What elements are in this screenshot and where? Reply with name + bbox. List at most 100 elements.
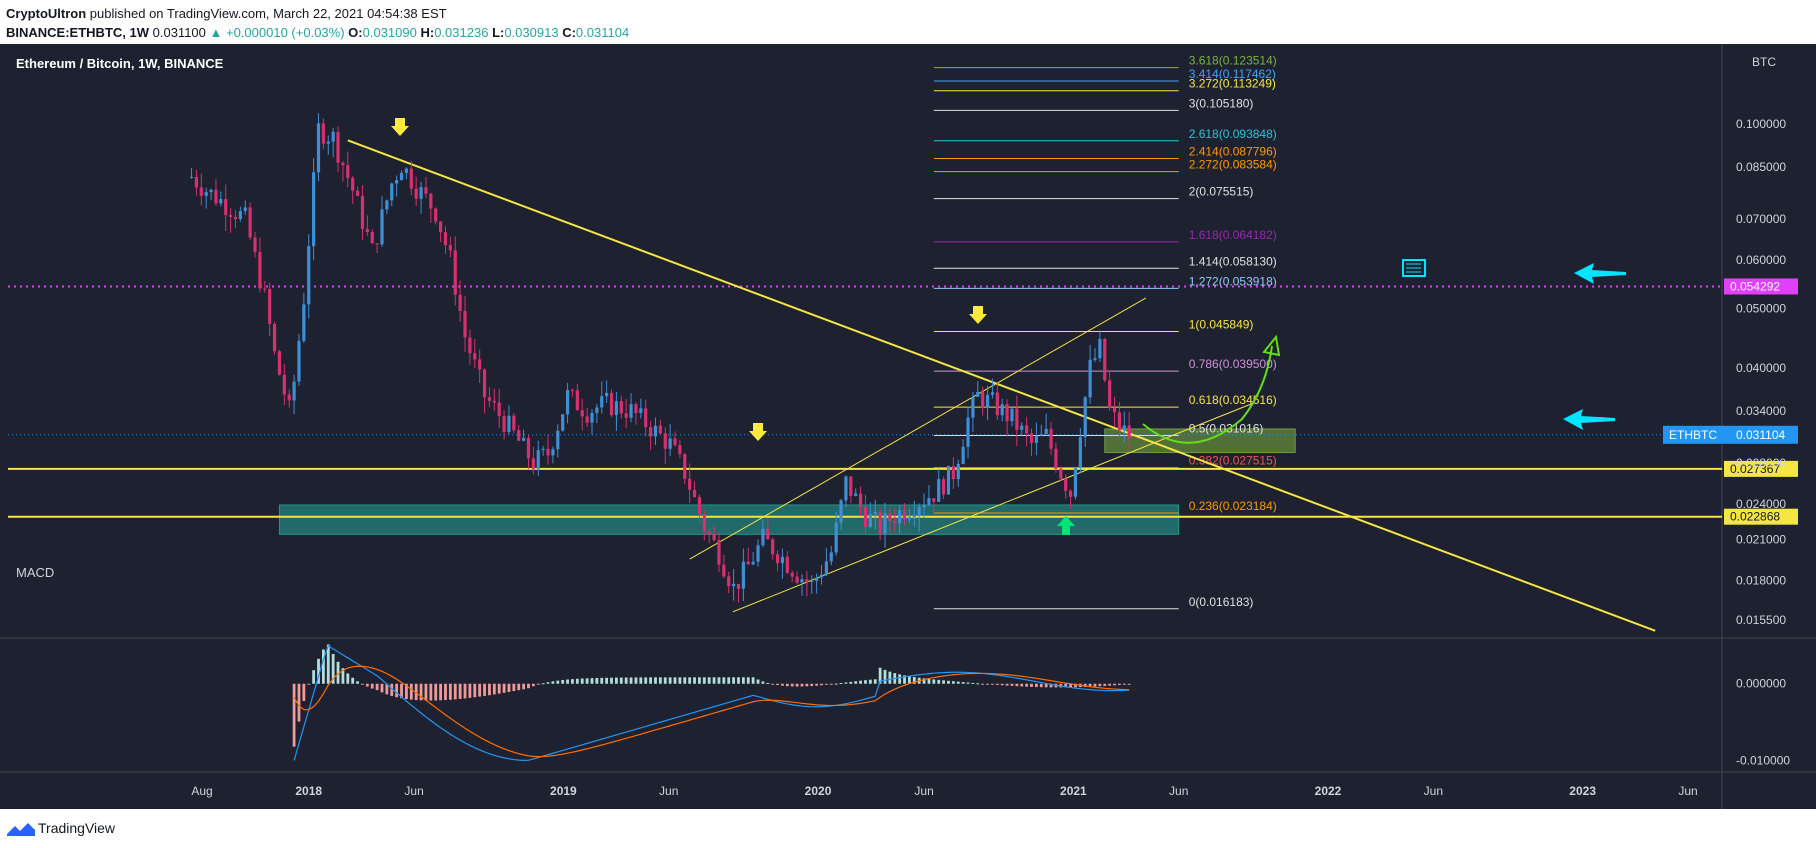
candle-body (614, 401, 619, 416)
candle-body (468, 337, 472, 354)
macd-histogram-bar (658, 677, 662, 684)
candle-body (1025, 425, 1029, 434)
macd-histogram-bar (663, 677, 667, 684)
candle-body (712, 533, 716, 541)
candle-body (673, 438, 677, 446)
macd-histogram-bar (776, 683, 779, 686)
candle-body (985, 394, 990, 408)
last-price: 0.031100 (152, 25, 206, 40)
high-value: 0.031236 (434, 25, 489, 40)
macd-histogram-bar (800, 683, 804, 687)
fib-label: 2.272(0.083584) (1189, 158, 1277, 172)
y-tick-label: 0.060000 (1736, 253, 1786, 267)
macd-histogram-bar (326, 644, 330, 684)
macd-histogram-bar (571, 679, 574, 684)
publish-line: CryptoUltron published on TradingView.co… (6, 6, 447, 21)
macd-histogram-bar (307, 683, 311, 685)
descending-trendline (347, 139, 1656, 632)
macd-histogram-bar (375, 683, 379, 691)
macd-histogram-bar (1015, 683, 1019, 687)
macd-histogram-bar (424, 683, 428, 701)
candle-body (624, 413, 628, 418)
x-tick-label: 2020 (805, 784, 832, 798)
macd-histogram-bar (458, 683, 462, 699)
y-tick-label: 0.040000 (1736, 361, 1786, 375)
macd-histogram-bar (961, 682, 965, 684)
macd-histogram-bar (585, 678, 589, 684)
candle-body (365, 228, 369, 233)
candle-body (282, 374, 286, 395)
candle-body (932, 498, 936, 502)
candle-body (551, 449, 555, 456)
candle-body (1054, 448, 1058, 469)
candle-body (849, 476, 853, 496)
candle-body (590, 412, 594, 423)
macd-histogram-bar (302, 683, 306, 701)
candle-body (189, 176, 194, 178)
macd-histogram-bar (390, 683, 394, 696)
candle-body (541, 448, 545, 451)
candle-body (707, 531, 711, 534)
candle-body (473, 353, 477, 360)
candle-body (507, 415, 511, 432)
macd-histogram-bar (1010, 683, 1014, 686)
macd-histogram-bar (727, 677, 731, 684)
macd-histogram-bar (639, 677, 643, 684)
candle-body (927, 498, 931, 505)
y-tick-label: 0.015500 (1736, 613, 1786, 627)
macd-histogram-bar (1025, 683, 1029, 687)
footer-brand[interactable]: TradingView (38, 820, 116, 836)
candle-body (961, 446, 965, 464)
macd-histogram-bar (966, 682, 970, 684)
macd-histogram-bar (380, 683, 384, 693)
macd-histogram-bar (473, 683, 477, 698)
candle-body (194, 176, 199, 188)
candle-body (1098, 338, 1102, 359)
macd-histogram-bar (1122, 683, 1126, 685)
candle-body (922, 504, 926, 508)
macd-histogram-bar (644, 677, 648, 684)
candle-body (487, 397, 492, 401)
candle-body (385, 200, 389, 210)
candle-body (404, 168, 409, 173)
candle-body (854, 493, 858, 496)
candle-body (834, 522, 838, 553)
macd-histogram-bar (986, 683, 989, 685)
candle-body (375, 243, 379, 245)
macd-label: MACD (16, 565, 54, 580)
candle-body (312, 172, 316, 247)
candle-body (429, 193, 433, 209)
author-name[interactable]: CryptoUltron (6, 6, 87, 21)
macd-histogram-bar (370, 683, 374, 689)
macd-histogram-bar (541, 683, 545, 685)
macd-histogram-bar (654, 677, 657, 684)
macd-histogram-bar (1069, 683, 1072, 688)
candle-body (600, 396, 604, 408)
cyan-arrow-icon (1574, 263, 1626, 284)
macd-histogram-bar (1113, 683, 1116, 686)
candle-body (683, 453, 687, 479)
chart-area[interactable]: 3.618(0.123514)3.414(0.117462)3.272(0.11… (0, 44, 1816, 809)
macd-histogram-bar (922, 678, 926, 684)
candle-body (321, 123, 325, 144)
macd-histogram-bar (951, 681, 955, 684)
candle-body (1000, 404, 1004, 416)
candle-body (1015, 408, 1019, 430)
macd-histogram-bar (737, 677, 740, 684)
fib-label: 1.272(0.053918) (1189, 274, 1277, 288)
macd-histogram-bar (522, 683, 526, 690)
macd-histogram-bar (873, 679, 877, 684)
macd-histogram-bar (566, 679, 569, 684)
macd-histogram-bar (634, 677, 638, 684)
macd-histogram-bar (405, 683, 408, 700)
flag-pattern (1406, 263, 1421, 273)
candle-body (663, 433, 667, 449)
candle-body (331, 131, 335, 142)
candle-body (746, 561, 750, 565)
candle-body (355, 190, 360, 196)
candle-body (976, 391, 980, 397)
macd-histogram-bar (297, 683, 301, 722)
macd-histogram-bar (517, 683, 521, 691)
macd-histogram-bar (497, 683, 501, 694)
macd-histogram-bar (1034, 683, 1038, 688)
